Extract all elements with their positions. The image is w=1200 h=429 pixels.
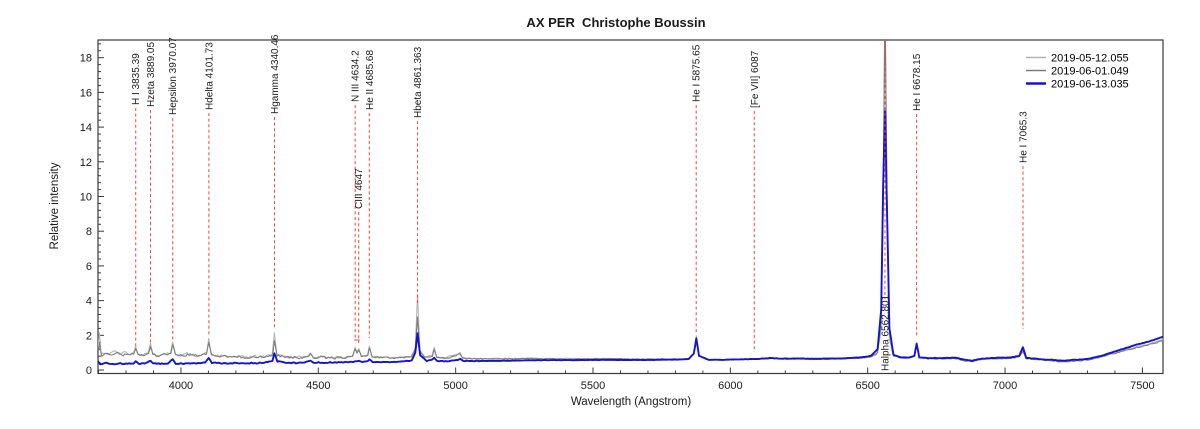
y-axis-label: Relative intensity [49, 162, 61, 250]
spectral-line-label: Hzeta 3889.05 [146, 42, 157, 107]
spectral-line-label: N III 4634.2 [351, 50, 362, 102]
spectral-line-label: Hgamma 4340.46 [270, 34, 281, 114]
legend: 2019-05-12.0552019-06-01.0492019-06-13.0… [1026, 53, 1129, 91]
x-tick-label: 7500 [1130, 380, 1154, 392]
y-tick-label: 2 [86, 330, 92, 342]
legend-label: 2019-05-12.055 [1051, 53, 1129, 65]
x-tick-label: 5500 [581, 380, 605, 392]
y-tick-label: 0 [86, 365, 92, 377]
spectral-line-label: Hepsilon 3970.07 [168, 37, 179, 115]
x-tick-label: 5000 [443, 380, 467, 392]
x-tick-label: 6500 [855, 380, 879, 392]
legend-label: 2019-06-13.035 [1051, 79, 1129, 91]
x-tick-label: 6000 [718, 380, 742, 392]
y-tick-label: 10 [80, 192, 92, 204]
legend-label: 2019-06-01.049 [1051, 66, 1129, 78]
y-tick-label: 12 [80, 157, 92, 169]
spectral-line-label: He II 4685.68 [365, 50, 376, 110]
spectral-line-label: Hbeta 4861.363 [413, 46, 424, 118]
spectral-line-label: Halpha 6562.801 [880, 294, 891, 371]
spectrum-curve-0 [98, 40, 1163, 363]
x-tick-label: 4000 [169, 380, 193, 392]
spectral-line-label: He I 7065.3 [1018, 111, 1029, 163]
x-tick-label: 7000 [993, 380, 1017, 392]
y-tick-label: 18 [80, 53, 92, 65]
y-tick-label: 8 [86, 226, 92, 238]
y-tick-label: 16 [80, 87, 92, 99]
spectral-line-label: H I 3835.39 [131, 53, 142, 105]
spectral-line-label: He I 6678.15 [912, 53, 923, 111]
legend-item: 2019-05-12.055 [1026, 53, 1129, 65]
x-tick-label: 4500 [306, 380, 330, 392]
spectral-line-label: CIII 4647 [354, 168, 365, 209]
plot-border [97, 39, 1164, 375]
chart-title: AX PER Christophe Boussin [526, 15, 706, 30]
spectrum-curve-1 [98, 40, 1163, 363]
x-axis-label: Wavelength (Angstrom) [570, 396, 692, 408]
legend-item: 2019-06-13.035 [1026, 79, 1129, 91]
legend-item: 2019-06-01.049 [1026, 66, 1129, 78]
spectral-line-label: [Fe VII] 6087 [750, 50, 761, 108]
spectral-line-label: Hdelta 4101.73 [204, 42, 215, 110]
y-tick-label: 14 [80, 122, 92, 134]
y-tick-label: 6 [86, 261, 92, 273]
spectrum-curve-2 [98, 110, 1163, 366]
spectral-line-label: He I 5875.65 [692, 44, 703, 102]
y-tick-label: 4 [86, 296, 92, 308]
